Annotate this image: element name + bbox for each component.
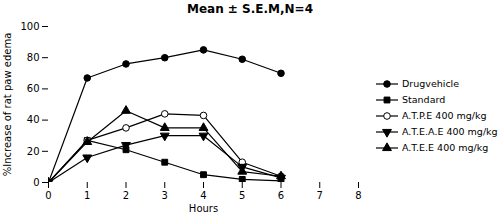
svg-text:1: 1 [84, 190, 90, 201]
svg-text:7: 7 [317, 190, 323, 201]
svg-text:20: 20 [27, 146, 40, 157]
html-text:Mean ± S.E.M,N=4: Mean ± S.E.M,N=4 [187, 2, 313, 16]
svg-text:60: 60 [27, 83, 40, 94]
svg-text:Hours: Hours [189, 203, 218, 214]
svg-text:Drugvehicle: Drugvehicle [402, 78, 459, 89]
svg-text:3: 3 [162, 190, 168, 201]
svg-text:40: 40 [27, 114, 40, 125]
svg-text:100: 100 [20, 21, 39, 32]
svg-text:0: 0 [33, 177, 39, 188]
svg-text:8: 8 [355, 190, 361, 201]
svg-text:%Increase of rat paw edema: %Increase of rat paw edema [2, 33, 13, 177]
svg-text:2: 2 [123, 190, 129, 201]
svg-text:6: 6 [278, 190, 284, 201]
svg-text:80: 80 [27, 52, 40, 63]
svg-text:A.T.E.A.E 400 mg/kg: A.T.E.A.E 400 mg/kg [402, 126, 498, 137]
svg-text:5: 5 [239, 190, 245, 201]
svg-text:Standard: Standard [402, 94, 445, 105]
svg-text:A.T.P.E 400 mg/kg: A.T.P.E 400 mg/kg [402, 110, 487, 121]
svg-text:A.T.E.E 400 mg/kg: A.T.E.E 400 mg/kg [402, 142, 488, 153]
svg-text:0: 0 [45, 190, 51, 201]
svg-text:4: 4 [200, 190, 206, 201]
